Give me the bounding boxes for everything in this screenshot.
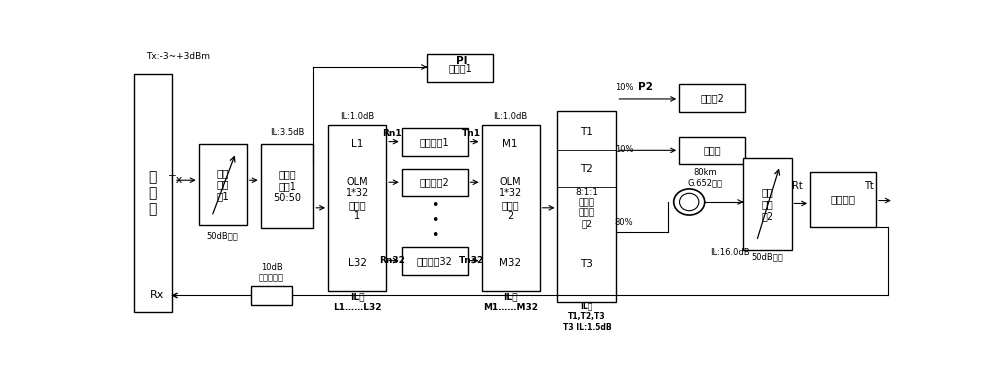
Text: Tt: Tt bbox=[864, 181, 874, 191]
Text: M32: M32 bbox=[499, 258, 521, 268]
Text: 可调
衰减
器1: 可调 衰减 器1 bbox=[216, 168, 229, 201]
Text: Tn1: Tn1 bbox=[462, 129, 481, 138]
Bar bbox=[251, 286, 292, 305]
Bar bbox=[557, 110, 616, 302]
Bar bbox=[482, 125, 540, 291]
Bar bbox=[402, 247, 468, 274]
Text: 10%: 10% bbox=[615, 83, 633, 92]
Text: IL：
T1,T2,T3
T3 IL:1.5dB: IL： T1,T2,T3 T3 IL:1.5dB bbox=[563, 302, 611, 331]
Bar bbox=[402, 169, 468, 196]
Bar bbox=[134, 74, 172, 312]
Text: OLM
1*32
光开关
1: OLM 1*32 光开关 1 bbox=[346, 177, 369, 222]
Text: 80%: 80% bbox=[615, 218, 633, 227]
Bar bbox=[328, 125, 386, 291]
Bar bbox=[427, 54, 493, 81]
Text: 光谱仪: 光谱仪 bbox=[703, 146, 721, 155]
Text: IL:1.0dB: IL:1.0dB bbox=[340, 112, 375, 121]
Text: 8:1:1
单模分
光耦合
器2: 8:1:1 单模分 光耦合 器2 bbox=[575, 188, 598, 228]
Text: IL：
L1……L32: IL： L1……L32 bbox=[333, 293, 382, 312]
Text: Tn32: Tn32 bbox=[459, 256, 484, 265]
Text: IL:16.0dB: IL:16.0dB bbox=[710, 248, 749, 257]
Text: 50dB可调: 50dB可调 bbox=[752, 253, 783, 262]
Text: T2: T2 bbox=[580, 164, 593, 174]
Text: OLM
1*32
光开关
2: OLM 1*32 光开关 2 bbox=[499, 177, 522, 222]
Bar bbox=[199, 144, 247, 225]
Text: 分光耦
合器1
50:50: 分光耦 合器1 50:50 bbox=[273, 169, 301, 202]
Text: Tx:-3~+3dBm: Tx:-3~+3dBm bbox=[146, 52, 210, 61]
Text: 待测模块1: 待测模块1 bbox=[420, 137, 449, 147]
Text: 10dB
固定衰减器: 10dB 固定衰减器 bbox=[259, 264, 284, 283]
Text: 10%: 10% bbox=[615, 145, 633, 154]
Text: T3: T3 bbox=[580, 259, 593, 270]
Text: 功率计1: 功率计1 bbox=[448, 63, 472, 73]
Text: 误
码
仪: 误 码 仪 bbox=[149, 170, 157, 216]
Bar bbox=[810, 172, 876, 227]
Text: T1: T1 bbox=[580, 127, 593, 137]
Text: 可调
衰减
器2: 可调 衰减 器2 bbox=[761, 188, 774, 221]
Bar bbox=[261, 144, 313, 228]
Text: Tx: Tx bbox=[169, 175, 182, 185]
Text: IL:1.0dB: IL:1.0dB bbox=[493, 112, 527, 121]
Text: Rn1: Rn1 bbox=[383, 129, 402, 138]
Text: PI: PI bbox=[456, 56, 467, 66]
Text: Rx: Rx bbox=[150, 290, 165, 300]
Text: 功率计2: 功率计2 bbox=[700, 93, 724, 103]
Bar bbox=[743, 158, 792, 250]
Text: IL：
M1……M32: IL： M1……M32 bbox=[483, 293, 538, 312]
Text: 50dB可调: 50dB可调 bbox=[207, 231, 239, 240]
Bar bbox=[679, 84, 745, 112]
Text: Rn32: Rn32 bbox=[379, 256, 405, 265]
Text: L32: L32 bbox=[348, 258, 367, 268]
Text: Rt: Rt bbox=[792, 181, 803, 191]
Text: 待测模块2: 待测模块2 bbox=[420, 178, 449, 187]
Text: 80km
G.652光纤: 80km G.652光纤 bbox=[687, 168, 722, 187]
Text: 转接模块: 转接模块 bbox=[831, 194, 856, 204]
Text: •
•
•: • • • bbox=[431, 199, 439, 242]
Text: P2: P2 bbox=[638, 82, 653, 92]
Text: L1: L1 bbox=[351, 139, 364, 149]
Text: IL:3.5dB: IL:3.5dB bbox=[270, 128, 304, 137]
Bar bbox=[679, 137, 745, 164]
Bar bbox=[402, 128, 468, 156]
Text: 待测模块32: 待测模块32 bbox=[417, 256, 453, 266]
Text: M1: M1 bbox=[502, 139, 518, 149]
